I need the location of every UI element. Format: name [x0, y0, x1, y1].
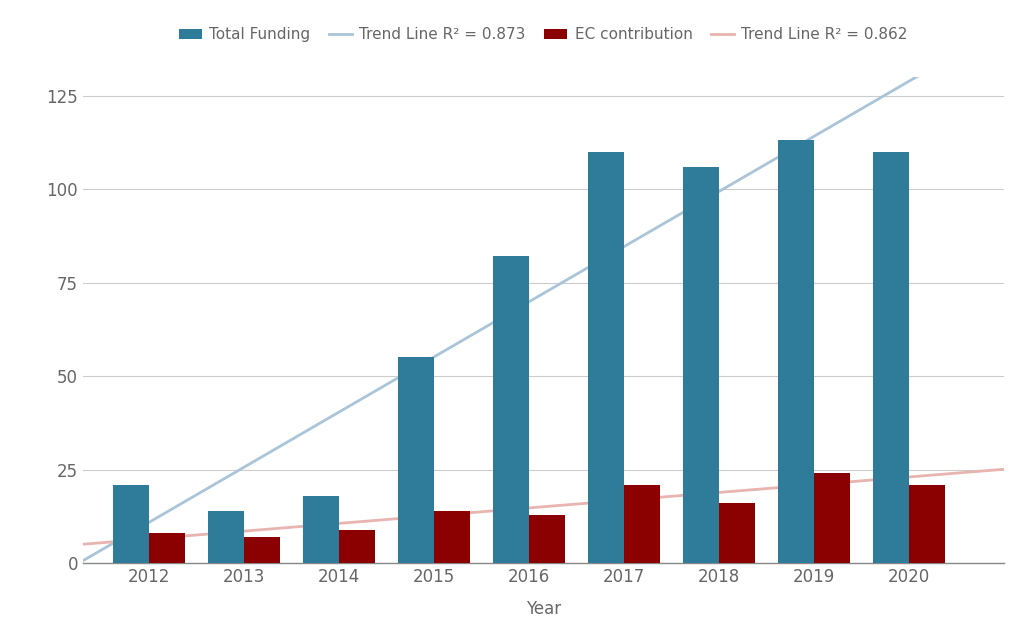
- Bar: [244, 537, 280, 563]
- Bar: [303, 496, 339, 563]
- Bar: [208, 511, 244, 563]
- Bar: [113, 484, 149, 563]
- Bar: [588, 152, 624, 563]
- Bar: [909, 484, 945, 563]
- Bar: [624, 484, 660, 563]
- Bar: [149, 533, 185, 563]
- X-axis label: Year: Year: [526, 600, 561, 618]
- Bar: [814, 474, 850, 563]
- Bar: [493, 257, 529, 563]
- Bar: [778, 140, 814, 563]
- Bar: [339, 529, 376, 563]
- Bar: [683, 166, 719, 563]
- Bar: [398, 357, 434, 563]
- Bar: [873, 152, 909, 563]
- Bar: [719, 503, 756, 563]
- Bar: [529, 515, 565, 563]
- Bar: [434, 511, 470, 563]
- Legend: Total Funding, Trend Line R² = 0.873, EC contribution, Trend Line R² = 0.862: Total Funding, Trend Line R² = 0.873, EC…: [173, 21, 914, 49]
